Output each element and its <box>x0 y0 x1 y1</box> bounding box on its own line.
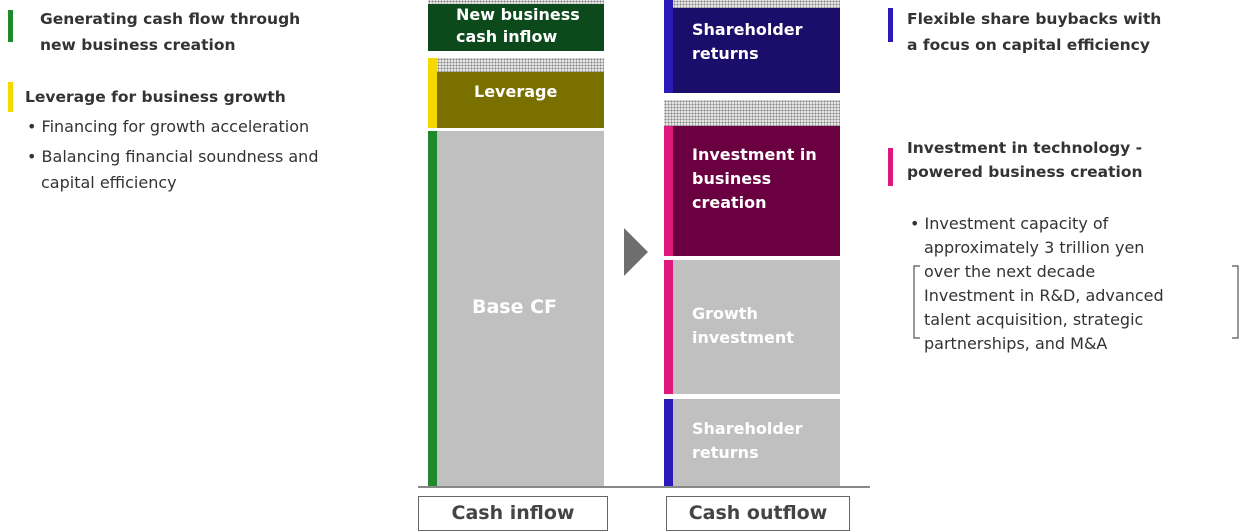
outflow-block: Shareholder returns <box>664 8 840 93</box>
note-title: Flexible share buybacks with a focus on c… <box>907 10 1162 54</box>
outflow-block: Shareholder returns <box>664 399 840 486</box>
pink-marker <box>888 148 893 186</box>
dither <box>428 58 604 72</box>
note-title: Generating cash flow through new business… <box>40 10 301 54</box>
column-label: Cash outflow <box>666 496 850 531</box>
outflow-block: Investment in business creation <box>664 126 840 256</box>
dither <box>664 100 840 126</box>
dither <box>664 0 840 10</box>
outflow-block: Growth investment <box>664 260 840 394</box>
pink-stripe <box>664 126 673 256</box>
inflow-block: New business cash inflow <box>428 4 604 51</box>
note-title: Investment in technology - powered busine… <box>907 139 1143 181</box>
column-label: Cash inflow <box>418 496 608 531</box>
yellow-stripe <box>428 58 437 128</box>
pink-stripe <box>664 260 673 394</box>
bullet-list: • Investment capacity of approximately 3… <box>910 214 1164 353</box>
blue-marker <box>888 8 893 42</box>
note-title: Leverage for business growth <box>25 88 286 106</box>
blue-stripe <box>664 0 673 93</box>
bracket <box>913 265 1239 339</box>
green-stripe <box>428 131 437 486</box>
inflow-block: Leverage <box>428 72 604 128</box>
blue-stripe <box>664 399 673 486</box>
inflow-block: Base CF <box>428 131 604 486</box>
arrow <box>624 228 648 276</box>
yellow-marker <box>8 82 13 112</box>
green-marker <box>8 10 13 42</box>
bullet-list: • Financing for growth acceleration • Ba… <box>27 117 319 192</box>
baseline <box>418 486 870 488</box>
